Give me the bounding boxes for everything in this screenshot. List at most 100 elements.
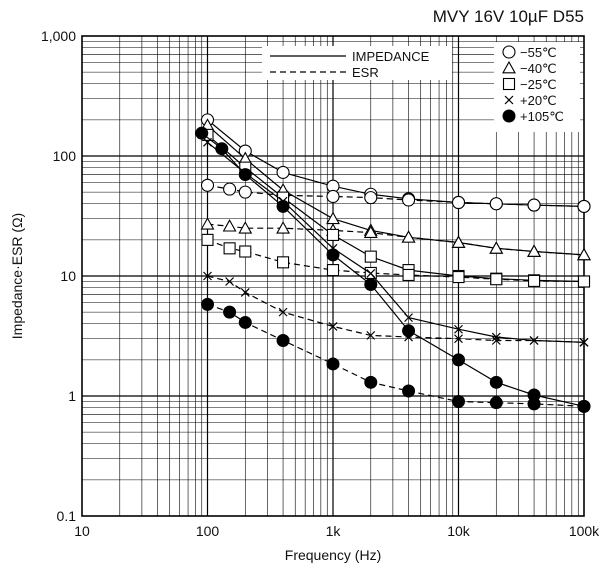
- y-tick-labels: 0.1 1 10 100 1,000: [41, 28, 76, 524]
- esr-point: [366, 330, 376, 340]
- esr-point: [200, 178, 215, 192]
- impedance-line-2: [207, 134, 585, 283]
- impedance-point: [366, 269, 376, 278]
- y-tick-label: 1: [68, 388, 76, 404]
- esr-point: [527, 198, 541, 212]
- line-style-legend: IMPEDANCE ESR: [262, 46, 452, 80]
- x-tick-label: 1k: [326, 523, 342, 539]
- series-1: [200, 118, 591, 261]
- legend-marker-4: [502, 109, 516, 123]
- esr-point: [364, 191, 378, 205]
- impedance-point: [215, 142, 229, 156]
- impedance-point: [364, 277, 378, 291]
- esr-point: [328, 322, 338, 331]
- impedance-point: [491, 332, 501, 342]
- legend-marker-2: [502, 77, 516, 91]
- esr-point: [240, 287, 250, 297]
- legend-label-3: +20℃: [520, 93, 557, 108]
- legend-label-2: −25℃: [520, 77, 557, 92]
- esr-point: [402, 384, 416, 398]
- impedance-point: [402, 324, 416, 338]
- esr-point: [222, 219, 237, 232]
- legend-marker-0: [502, 45, 516, 59]
- esr-point: [401, 230, 416, 243]
- temperature-legend: −55℃−40℃−25℃+20℃+105℃: [494, 42, 580, 132]
- chart-title: MVY 16V 10µF D55: [433, 7, 584, 26]
- impedance-line-0: [207, 119, 585, 207]
- impedance-point: [452, 353, 465, 367]
- esr-point: [364, 375, 378, 389]
- esr-point: [527, 397, 541, 411]
- esr-line-3: [207, 275, 585, 343]
- esr-point: [225, 277, 235, 286]
- line-legend-box: [262, 46, 452, 80]
- x-tick-label: 100: [196, 523, 220, 539]
- y-axis-label: Impedance·ESR (Ω): [9, 213, 25, 339]
- esr-point: [277, 256, 290, 269]
- legend-impedance-label: IMPEDANCE: [352, 49, 430, 64]
- legend-label-4: +105℃: [520, 109, 564, 124]
- series-4: [195, 126, 591, 413]
- esr-point: [326, 189, 340, 204]
- legend-label-0: −55℃: [520, 45, 557, 60]
- esr-point: [491, 336, 501, 345]
- impedance-point: [326, 228, 340, 241]
- y-tick-label: 0.1: [57, 508, 77, 524]
- legend-marker-1: [502, 60, 516, 74]
- esr-point: [326, 357, 340, 371]
- esr-point: [238, 315, 252, 329]
- esr-point: [577, 399, 591, 413]
- legend-marker-3: [504, 95, 514, 105]
- legend-label-1: −40℃: [520, 61, 557, 76]
- esr-point: [223, 182, 237, 196]
- x-tick-label: 10: [74, 523, 90, 539]
- esr-point: [489, 241, 504, 254]
- esr-point: [454, 334, 463, 344]
- impedance-point: [326, 211, 340, 225]
- esr-point: [238, 185, 252, 199]
- x-tick-labels: 10 100 1k 10k 100k: [74, 523, 600, 539]
- y-tick-label: 100: [53, 148, 77, 164]
- esr-line-1: [207, 223, 585, 256]
- esr-point: [577, 275, 591, 288]
- esr-point: [200, 217, 215, 230]
- impedance-point: [276, 199, 290, 213]
- esr-point: [451, 235, 466, 248]
- impedance-line-1: [207, 124, 585, 256]
- impedance-point: [276, 165, 290, 179]
- legend-esr-label: ESR: [352, 65, 379, 80]
- impedance-point: [364, 250, 377, 263]
- esr-point: [239, 245, 252, 258]
- impedance-point: [238, 168, 252, 182]
- esr-point: [577, 247, 591, 261]
- impedance-line-3: [207, 141, 585, 343]
- series-layer: [195, 113, 591, 413]
- esr-point: [203, 271, 212, 281]
- esr-line-4: [207, 303, 585, 407]
- esr-point: [402, 193, 416, 207]
- esr-line-0: [207, 184, 585, 207]
- impedance-point: [489, 375, 503, 389]
- esr-point: [201, 297, 214, 311]
- esr-point: [223, 242, 236, 255]
- y-tick-label: 1,000: [41, 28, 76, 44]
- esr-point: [238, 221, 253, 234]
- esr-point: [278, 307, 288, 317]
- esr-point: [579, 337, 589, 347]
- series-2: [201, 128, 591, 288]
- y-tick-label: 10: [60, 268, 76, 284]
- esr-point: [363, 225, 378, 238]
- esr-point: [528, 274, 541, 287]
- x-tick-label: 100k: [569, 523, 600, 539]
- impedance-point: [404, 313, 413, 323]
- esr-point: [326, 264, 340, 277]
- esr-point: [490, 273, 503, 286]
- esr-point: [489, 396, 503, 410]
- esr-point: [276, 221, 290, 234]
- esr-point: [223, 305, 237, 319]
- esr-point: [529, 336, 539, 345]
- esr-line-2: [207, 239, 585, 283]
- series-0: [200, 113, 591, 213]
- esr-point: [276, 334, 290, 348]
